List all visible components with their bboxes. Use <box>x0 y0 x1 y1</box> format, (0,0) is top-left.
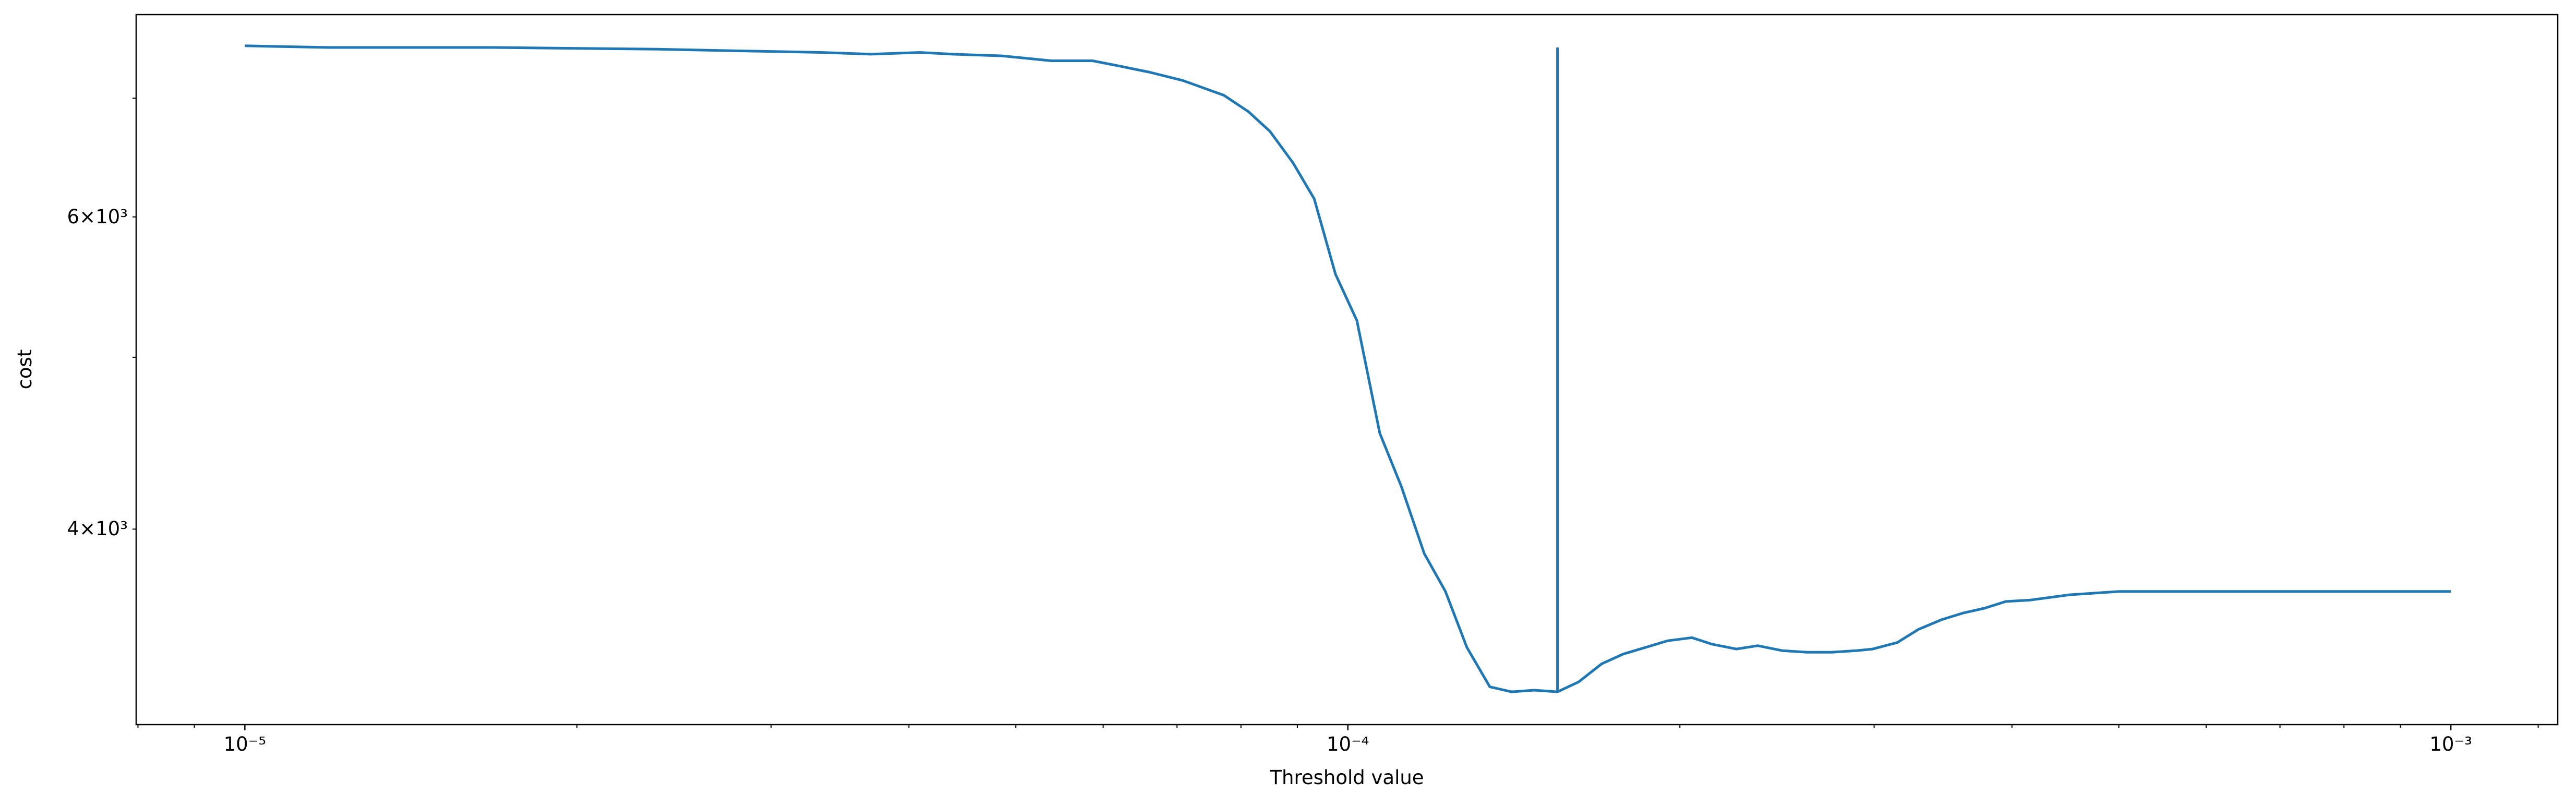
y-axis-label: cost <box>14 350 36 390</box>
x-tick-label: 10⁻⁵ <box>224 733 266 755</box>
x-tick-label: 10⁻³ <box>2429 733 2472 755</box>
y-tick-label: 4×10³ <box>67 518 128 540</box>
plot-frame <box>135 14 2559 726</box>
y-tick-label: 6×10³ <box>67 206 128 228</box>
x-tick-label: 10⁻⁴ <box>1327 733 1369 755</box>
x-axis-label: Threshold value <box>1269 766 1424 789</box>
series-line <box>245 44 2451 693</box>
